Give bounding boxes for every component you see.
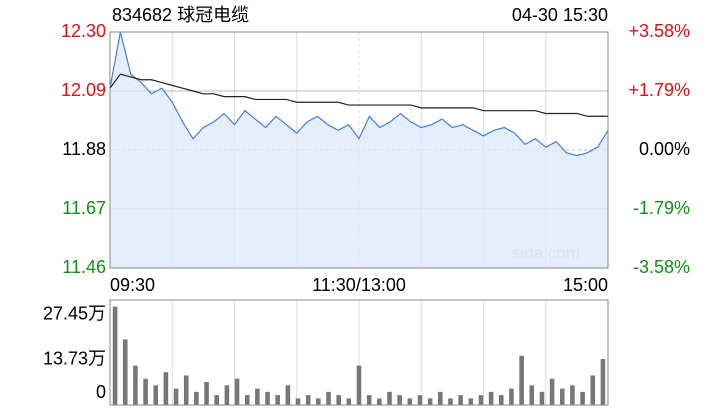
y-tick-label: 0 (96, 382, 106, 402)
volume-bar (529, 385, 535, 405)
y2-tick-label: 0.00% (639, 139, 690, 159)
volume-bar (427, 398, 433, 405)
volume-bar (133, 365, 138, 405)
volume-bar (468, 398, 474, 405)
volume-bar (488, 391, 494, 405)
y2-tick-label: +3.58% (628, 21, 690, 41)
price-line (109, 73, 608, 117)
plot-frame (109, 299, 609, 406)
volume-bar (255, 388, 260, 405)
volume-bar (438, 391, 443, 405)
volume-bar (519, 355, 524, 405)
volume-bar (417, 395, 423, 405)
y-tick-label: 12.30 (61, 21, 106, 41)
volume-bar (265, 391, 270, 405)
volume-bar (356, 365, 362, 405)
volume-bar (163, 372, 169, 405)
volume-bar (478, 395, 484, 405)
volume-bar (458, 395, 463, 405)
volume-bar (224, 385, 230, 405)
volume-bar (316, 398, 321, 405)
volume-bar (194, 391, 199, 405)
volume-bar (509, 388, 514, 405)
volume-bar (214, 395, 220, 405)
volume-bar (336, 395, 341, 405)
volume-bar (549, 378, 555, 405)
volume-bar (122, 339, 128, 405)
volume-bar (366, 395, 372, 405)
y-tick-label: 11.67 (62, 198, 106, 218)
volume-bar (173, 388, 179, 405)
y2-tick-label: +1.79% (628, 80, 690, 100)
volume-bar (559, 388, 565, 405)
volume-bar (498, 395, 504, 405)
price-area (110, 32, 608, 268)
y-tick-label: 11.46 (62, 257, 106, 277)
volume-bar (397, 395, 402, 405)
y2-tick-label: -1.79% (633, 198, 690, 218)
volume-bar (377, 398, 382, 405)
volume-bar (285, 385, 291, 405)
y2-tick-label: -3.58% (633, 257, 690, 277)
volume-bar (590, 375, 596, 405)
volume-bar (387, 391, 392, 405)
volume-bar (275, 395, 280, 405)
volume-bar (143, 378, 148, 405)
volume-bar (244, 395, 250, 405)
plot-frame (109, 31, 609, 269)
chart-title: 834682 球冠电缆 (112, 5, 249, 25)
volume-bar (580, 391, 585, 405)
volume-bar (600, 359, 606, 405)
volume-bar (153, 385, 159, 405)
x-tick-label: 15:00 (563, 275, 608, 295)
volume-bar (346, 398, 352, 405)
y-tick-label: 11.88 (62, 139, 106, 159)
volume-bar (448, 398, 453, 405)
y-tick-label: 27.45万 (43, 304, 106, 324)
x-tick-label: 11:30/13:00 (312, 275, 406, 295)
volume-bar (234, 378, 240, 405)
volume-bar (407, 398, 413, 405)
price-line (109, 31, 609, 157)
volume-bar (204, 382, 209, 405)
volume-bar (539, 391, 545, 405)
volume-bar (326, 391, 331, 405)
volume-bar (305, 395, 311, 405)
y-tick-label: 12.09 (61, 80, 106, 100)
volume-bar (183, 375, 189, 405)
timestamp: 04-30 15:30 (512, 5, 608, 25)
x-tick-label: 09:30 (110, 275, 155, 295)
volume-bar (112, 306, 118, 405)
volume-bar (570, 385, 575, 405)
volume-bar (295, 398, 301, 405)
y-tick-label: 13.73万 (43, 349, 106, 369)
